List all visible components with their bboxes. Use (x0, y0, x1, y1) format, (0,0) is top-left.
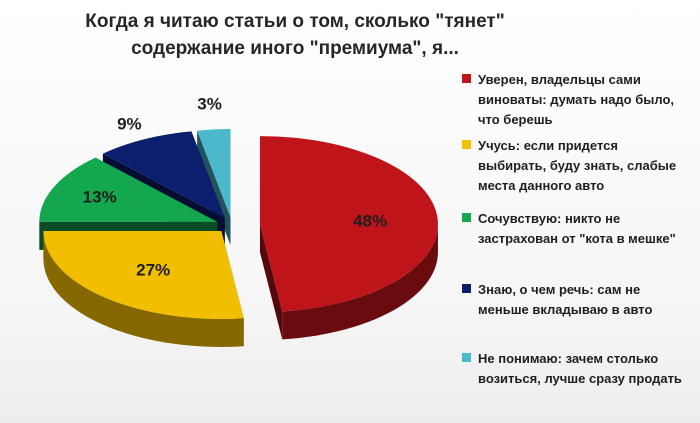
legend-swatch-red (462, 74, 471, 83)
legend-swatch-yellow (462, 140, 471, 149)
legend-item-know: Знаю, о чем речь: сам не меньше вкладыва… (462, 280, 698, 320)
slice-top (197, 129, 231, 218)
legend-label: Не понимаю: зачем столько возиться, лучш… (478, 351, 682, 386)
slice-outer-wall (43, 231, 244, 347)
slice-top (39, 157, 218, 222)
chart-title-line-2: содержание иного "премиума", я... (131, 38, 459, 59)
slice-top (102, 131, 225, 218)
data-label-dont-understand: 3% (197, 95, 222, 114)
data-label-sympathize: 13% (83, 188, 117, 207)
legend-swatch-cyan (462, 353, 471, 362)
legend-label: Уверен, владельцы сами виноваты: думать … (478, 72, 675, 127)
legend-item-learn: Учусь: если придется выбирать, буду знат… (462, 136, 698, 196)
legend-item-dont-understand: Не понимаю: зачем столько возиться, лучш… (462, 349, 698, 389)
data-label-know: 9% (117, 114, 142, 133)
legend-label: Сочувствую: никто не застрахован от "кот… (478, 211, 676, 246)
legend-swatch-navy (462, 284, 471, 293)
legend-item-sympathize: Сочувствую: никто не застрахован от "кот… (462, 209, 698, 249)
data-label-learn: 27% (136, 260, 170, 279)
slice-learn (43, 231, 244, 347)
slice-top (43, 231, 244, 320)
slice-wall (259, 224, 283, 340)
legend-item-blame: Уверен, владельцы сами виноваты: думать … (462, 70, 698, 130)
slice-top (259, 136, 438, 312)
slice-outer-wall (282, 224, 438, 340)
data-label-blame: 48% (353, 212, 387, 231)
chart-title-line-1: Когда я читаю статьи о том, сколько "тян… (85, 11, 505, 32)
legend-label: Учусь: если придется выбирать, буду знат… (478, 138, 677, 193)
legend-swatch-green (462, 213, 471, 222)
chart-title: Когда я читаю статьи о том, сколько "тян… (60, 8, 530, 62)
legend-label: Знаю, о чем речь: сам не меньше вкладыва… (478, 282, 653, 317)
slice-blame (259, 136, 438, 340)
